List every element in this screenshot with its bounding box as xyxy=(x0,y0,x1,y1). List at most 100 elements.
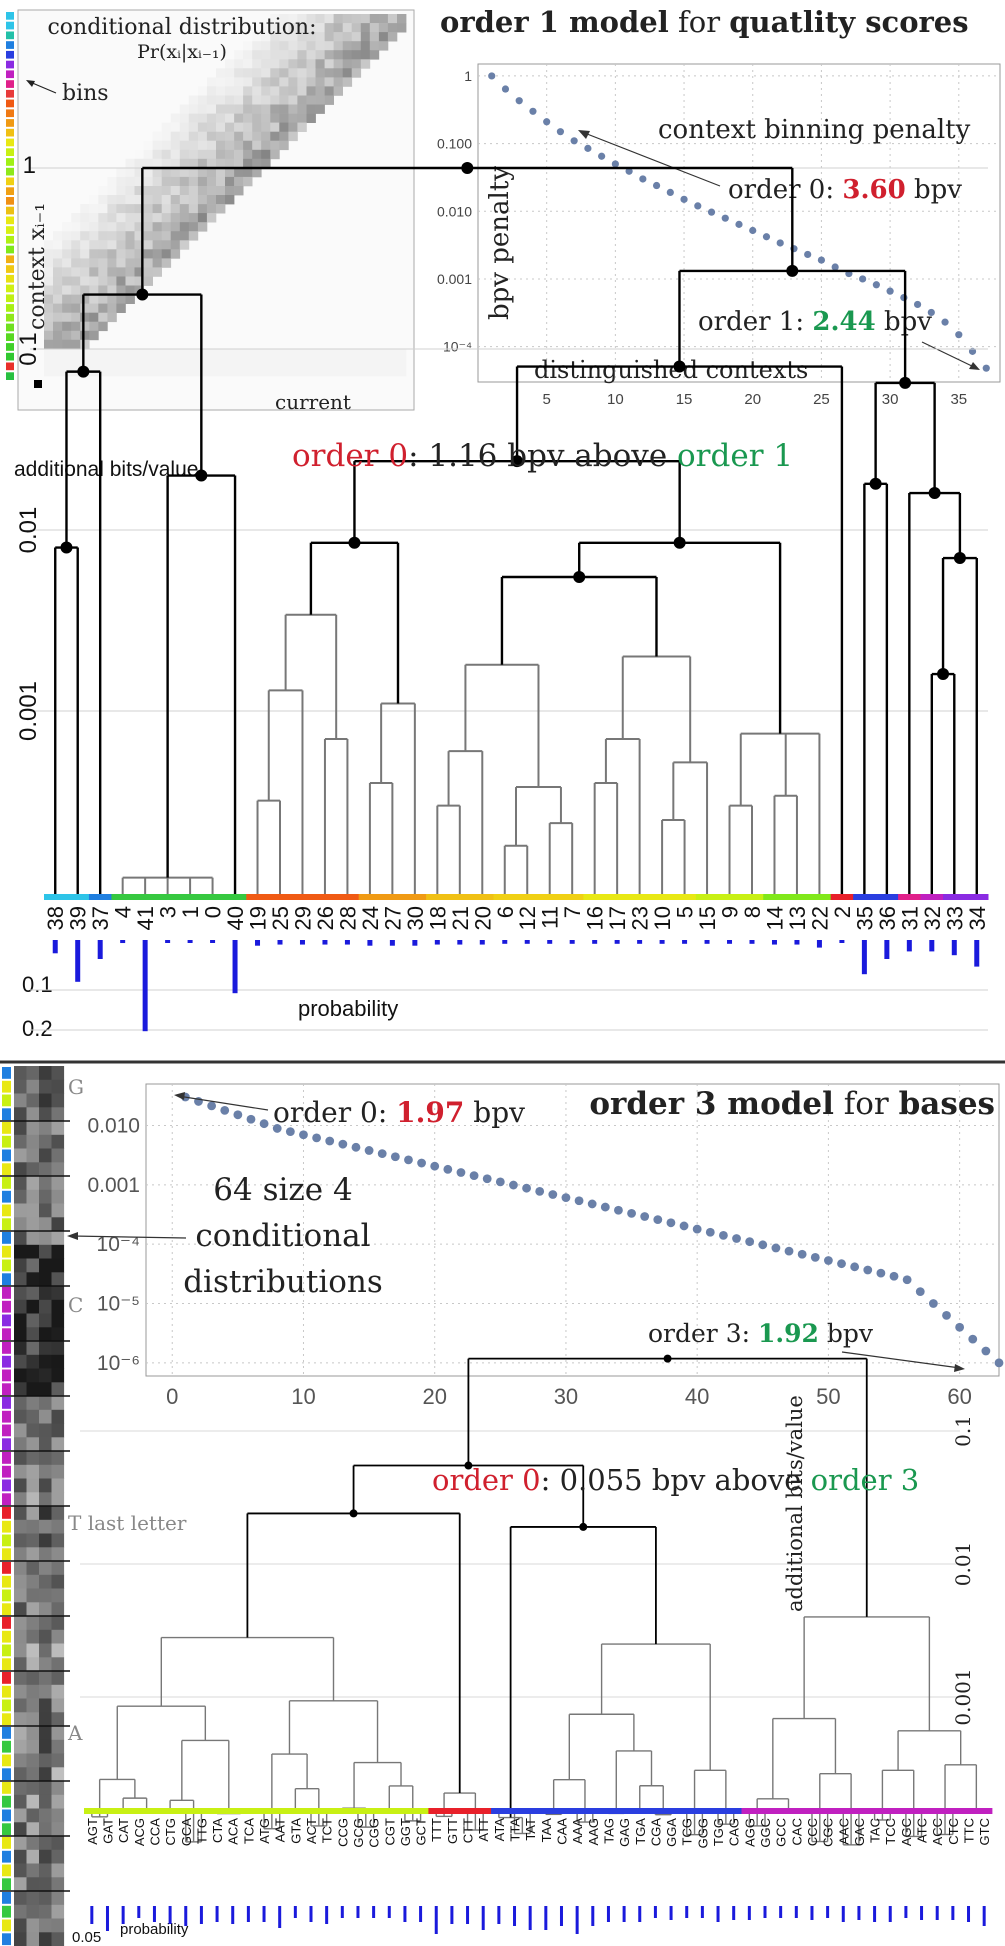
dendrogram2-prob-bar xyxy=(356,1906,360,1918)
heatmap-cell xyxy=(315,41,325,51)
dendrogram2-prob-bar xyxy=(888,1906,892,1922)
order3-point xyxy=(955,1322,965,1332)
heatmap-cell xyxy=(279,122,289,132)
strip-cell xyxy=(51,1258,65,1273)
heatmap-cell xyxy=(197,122,208,132)
heatmap-cell xyxy=(53,348,63,359)
strip-cell xyxy=(51,1134,65,1149)
dendrogram1-leaf-color xyxy=(291,894,315,900)
strip-cell xyxy=(51,1781,65,1796)
order3-point xyxy=(600,1202,610,1212)
heatmap-cell xyxy=(134,276,144,286)
heatmap-cell xyxy=(188,95,199,105)
heatmap-cell xyxy=(116,176,126,187)
heatmap-cell xyxy=(206,204,217,214)
dendrogram1-leaf-label: 38 xyxy=(43,906,68,930)
bin-swatch xyxy=(6,372,14,380)
heatmap-cell xyxy=(270,113,280,123)
dendrogram1-leaf-color xyxy=(66,894,90,900)
heatmap-cell xyxy=(261,95,271,105)
heatmap-cell xyxy=(161,249,172,259)
heatmap-cell xyxy=(225,176,235,187)
dendrogram2-prob-bar xyxy=(920,1906,924,1920)
strip-cell xyxy=(39,1657,52,1672)
strip-cell xyxy=(26,1244,40,1259)
heatmap-cell xyxy=(279,357,289,368)
dendrogram1-prob-bar xyxy=(367,940,373,946)
heatmap-cell xyxy=(315,86,325,96)
order0-arrow xyxy=(581,131,721,187)
strip-cell xyxy=(14,1849,27,1864)
heatmap-cell xyxy=(80,348,90,359)
heatmap-cell xyxy=(71,276,81,286)
dendrogram2-leaf-color xyxy=(538,1808,555,1814)
heatmap-cell xyxy=(188,204,199,214)
dendrogram2-leaf-color xyxy=(757,1808,774,1814)
order3-x-tick: 20 xyxy=(422,1384,446,1409)
strip-color-bin xyxy=(2,1410,11,1423)
dendrogram2-prob-bar xyxy=(967,1906,971,1922)
order3-point xyxy=(666,1218,676,1228)
heatmap-cell xyxy=(333,348,343,359)
dendrogram1-y-tick: 1 xyxy=(23,152,36,179)
heatmap-cell xyxy=(134,231,144,241)
heatmap-cell xyxy=(134,222,144,232)
order3-point xyxy=(522,1183,531,1193)
dendrogram2-prob-bar xyxy=(951,1906,955,1920)
heatmap-cell xyxy=(143,367,153,377)
dendrogram1-leaf-color xyxy=(493,894,517,900)
heatmap-cell xyxy=(152,204,162,214)
strip-cell xyxy=(39,1176,52,1191)
heatmap-cell xyxy=(206,149,217,160)
dendrogram2-branches xyxy=(91,1354,985,1846)
order3-point xyxy=(784,1246,794,1256)
heatmap-cell xyxy=(170,204,181,214)
heatmap-cell xyxy=(143,213,153,223)
heatmap-cell xyxy=(197,204,208,214)
strip-color-bin xyxy=(2,1933,11,1946)
strip-cell xyxy=(51,1918,65,1933)
dendrogram1-title: order 0: 1.16 bpv above order 1 xyxy=(292,438,793,474)
strip-cell xyxy=(14,1561,27,1576)
heatmap-cell xyxy=(53,312,63,323)
strip-cell xyxy=(39,1093,52,1108)
heatmap-cell xyxy=(98,204,108,214)
dendrogram2-prob-bar xyxy=(606,1906,610,1922)
heatmap-cell xyxy=(89,204,99,214)
heatmap-cell xyxy=(279,131,289,142)
dendrogram2-leaf-color xyxy=(898,1808,915,1814)
bin-swatch xyxy=(6,119,14,127)
order3-point xyxy=(364,1146,374,1155)
heatmap-cell xyxy=(152,231,162,241)
dendrogram2-leaf-color xyxy=(381,1808,398,1814)
dendrogram1-leaf-color xyxy=(44,894,67,900)
strip-cell xyxy=(14,1478,27,1493)
heatmap-cell xyxy=(197,167,208,178)
heatmap-cell xyxy=(170,113,181,123)
heatmap-cell xyxy=(107,204,117,214)
dendrogram1-leaf-label: 30 xyxy=(403,906,428,930)
bin-swatch xyxy=(6,109,14,118)
heatmap-cell xyxy=(369,23,380,33)
strip-color-bin xyxy=(2,1314,11,1327)
dendrogram2-leaf-label: ATG xyxy=(257,1818,272,1844)
heatmap-cell xyxy=(360,367,371,377)
heatmap-cell xyxy=(152,222,162,232)
heatmap-cell xyxy=(80,213,90,223)
dendrogram2-leaf-label: CTT xyxy=(461,1818,476,1843)
dendrogram2-leaf-color xyxy=(678,1808,695,1814)
heatmap-cell xyxy=(197,86,208,96)
heatmap-cell xyxy=(143,222,153,232)
order3-order0-arrow xyxy=(177,1095,269,1111)
strip-cell xyxy=(14,1258,27,1273)
heatmap-cell xyxy=(252,50,262,60)
strip-cell xyxy=(14,1698,27,1713)
heatmap-cell xyxy=(360,14,371,24)
strip-cell xyxy=(26,1079,40,1094)
strip-cell xyxy=(26,1327,40,1342)
heatmap-cell xyxy=(89,294,99,304)
strip-cell xyxy=(39,1464,52,1479)
heatmap-cell xyxy=(243,149,253,160)
heatmap-cell xyxy=(98,285,108,295)
dendrogram1-leaf-label: 7 xyxy=(560,906,585,918)
